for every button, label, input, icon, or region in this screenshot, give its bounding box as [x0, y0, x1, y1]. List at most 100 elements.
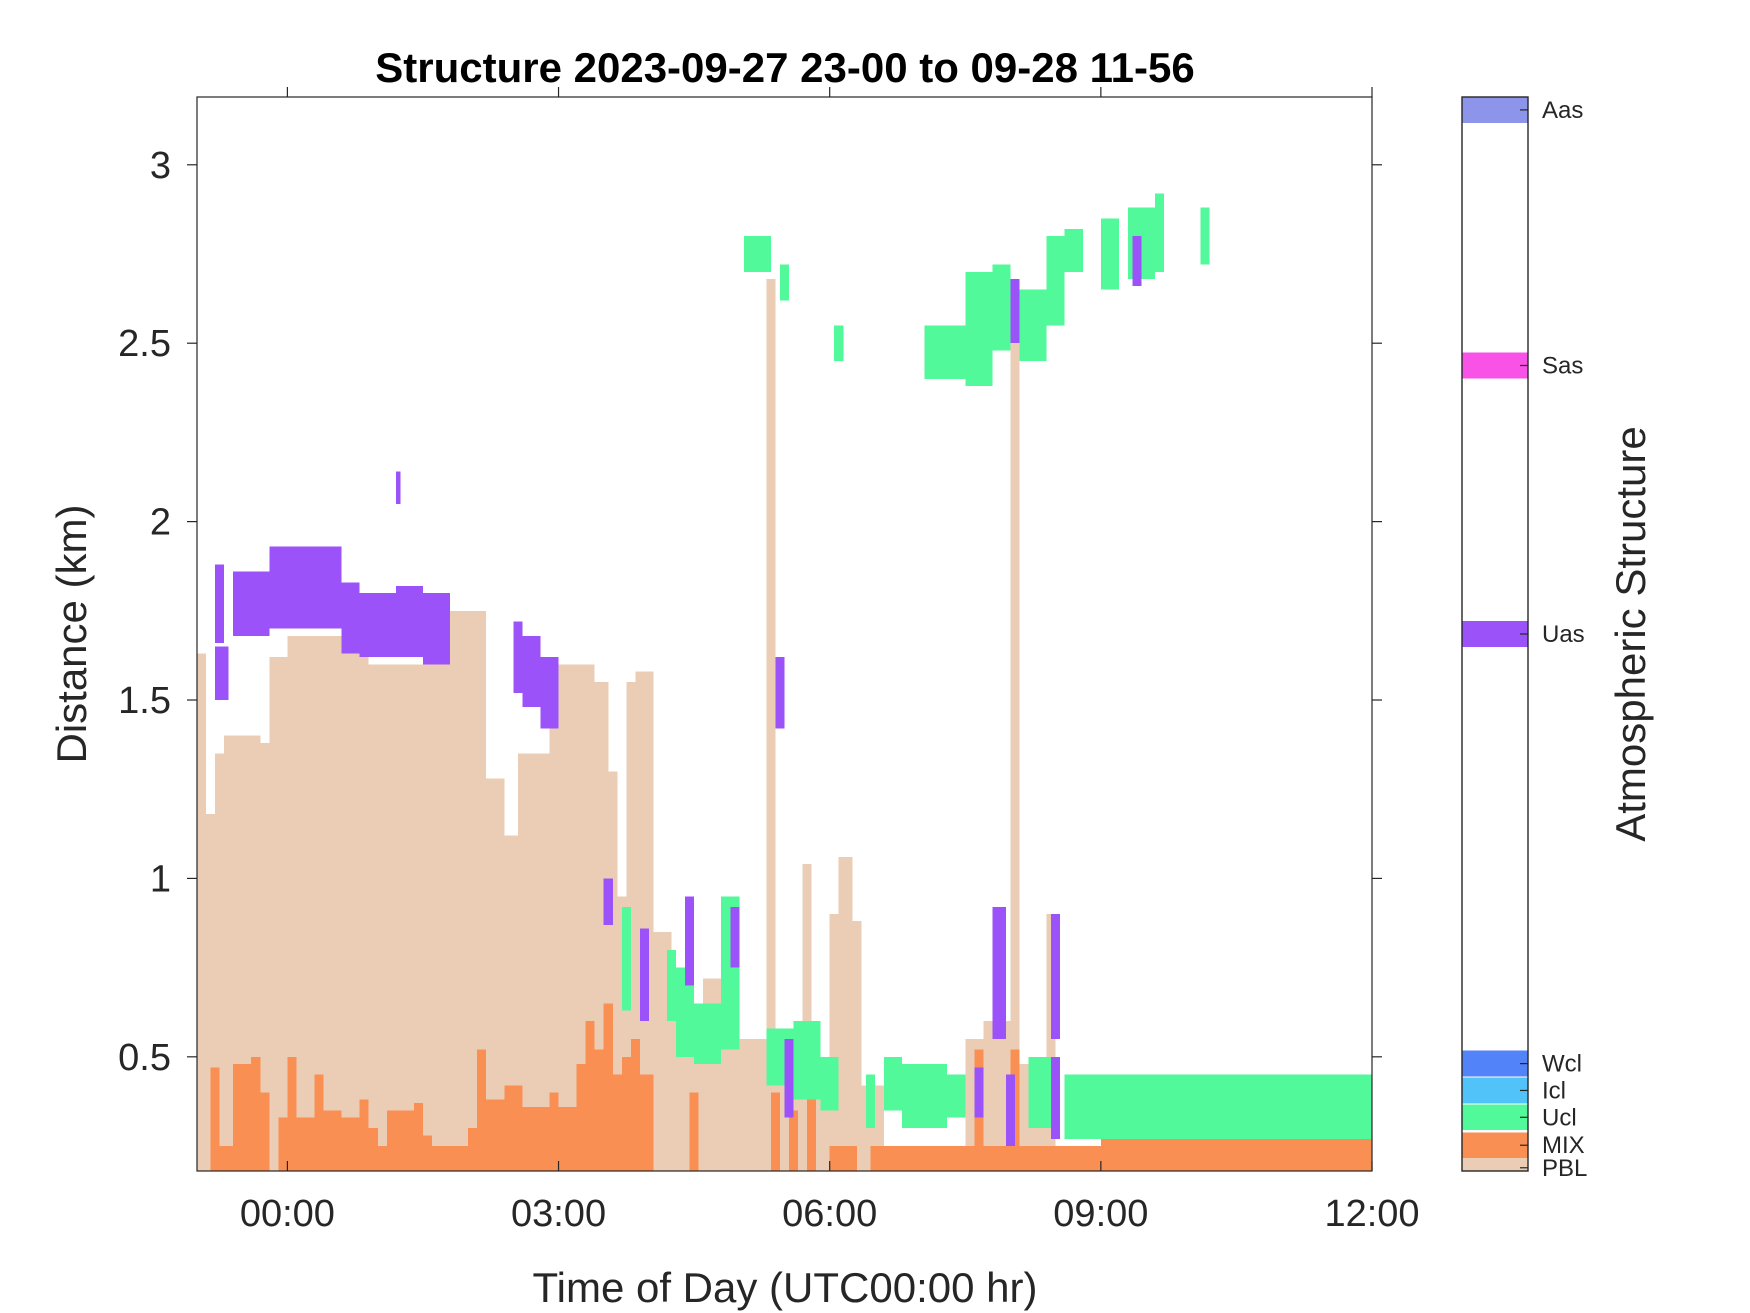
colorbar-label-wcl: Wcl: [1542, 1051, 1582, 1078]
structure-cell-mix: [807, 1099, 817, 1171]
structure-cell-ucl: [865, 1074, 875, 1129]
structure-cell-ucl: [1019, 289, 1047, 362]
structure-cell-pbl: [1046, 914, 1056, 1171]
structure-cell-mix: [603, 1003, 613, 1171]
structure-cell-mix: [770, 1092, 780, 1171]
structure-cell-uas: [1010, 278, 1020, 344]
structure-cell-mix: [377, 1146, 387, 1171]
axis-ticks: 00:00 03:00 06:00 09:00 12:00 0.5 1 1.5 2 2.5 3: [118, 87, 1420, 1235]
structure-cell-uas: [422, 592, 451, 665]
structure-cell-uas: [215, 646, 229, 701]
y-axis-label: Distance (km): [48, 504, 95, 763]
structure-cell-mix: [386, 1110, 396, 1171]
colorbar-label-ucl: Ucl: [1542, 1104, 1577, 1131]
structure-cell-uas: [233, 571, 270, 636]
structure-cell-uas: [1132, 236, 1142, 287]
structure-cell-mix: [432, 1146, 451, 1171]
colorbar-frame: [1461, 96, 1529, 1172]
structure-cell-mix: [829, 1146, 857, 1171]
structure-cell-pbl: [206, 814, 216, 1171]
structure-cell-uas: [603, 878, 613, 925]
colorbar-swatch-aas: [1462, 97, 1528, 123]
plot-area: [197, 193, 1372, 1172]
structure-cell-mix: [359, 1099, 369, 1171]
structure-cell-uas: [1051, 914, 1061, 1039]
structure-cell-ucl: [694, 1003, 722, 1064]
structure-cell-uas: [784, 1038, 794, 1118]
structure-cell-mix: [1100, 1135, 1372, 1171]
structure-cell-uas: [269, 546, 306, 629]
colorbar-label-icl: Icl: [1542, 1077, 1566, 1104]
y-tick-label: 0.5: [118, 1037, 171, 1079]
structure-cell-ucl: [834, 325, 844, 362]
structure-cell-mix: [413, 1103, 423, 1171]
colorbar-swatch-uas: [1462, 621, 1528, 647]
colorbar-swatch-pbl: [1462, 1154, 1528, 1171]
structure-cell-uas: [215, 564, 225, 643]
structure-cell-uas: [992, 906, 1006, 1039]
y-tick-label: 2: [150, 502, 171, 544]
structure-cell-mix: [287, 1056, 297, 1171]
structure-cell-ucl: [1064, 1074, 1372, 1139]
structure-cell-ucl: [779, 264, 790, 301]
structure-cell-mix: [278, 1117, 288, 1171]
structure-cell-mix: [296, 1117, 315, 1171]
structure-cell-mix: [486, 1099, 505, 1171]
structure-cell-mix: [789, 1110, 799, 1171]
structure-cell-mix: [341, 1117, 360, 1171]
structure-cell-ucl: [1064, 229, 1083, 272]
structure-cell-ucl: [924, 325, 966, 379]
structure-cell-pbl: [635, 671, 654, 1171]
structure-cell-uas: [685, 896, 695, 986]
structure-cell-mix: [477, 1049, 487, 1171]
x-tick-label: 06:00: [782, 1193, 877, 1235]
structure-cell-mix: [210, 1067, 220, 1171]
structure-cell-uas: [395, 585, 423, 658]
structure-cell-mix: [251, 1056, 261, 1171]
structure-cell-pbl: [617, 896, 627, 1171]
structure-cell-pbl: [829, 914, 839, 1171]
structure-cell-pbl: [1010, 325, 1020, 1171]
structure-cell-ucl: [820, 1056, 839, 1111]
structure-cell-mix: [450, 1146, 469, 1171]
structure-cell-pbl: [838, 857, 853, 1171]
structure-cell-ucl: [965, 271, 993, 387]
structure-cell-ucl: [1200, 207, 1210, 265]
structure-cell-mix: [219, 1146, 234, 1171]
x-tick-label: 03:00: [511, 1193, 606, 1235]
structure-cell-mix: [233, 1063, 252, 1171]
structure-cell-mix: [522, 1106, 550, 1171]
colorbar-label: Atmospheric Structure: [1607, 426, 1654, 842]
structure-cell-mix: [558, 1106, 577, 1171]
structure-cell-pbl: [260, 742, 270, 1171]
structure-cell-ucl: [883, 1056, 902, 1111]
colorbar-label-sas: Sas: [1542, 353, 1583, 380]
structure-cell-mix: [612, 1074, 622, 1171]
colorbar-label-uas: Uas: [1542, 621, 1585, 648]
structure-cell-pbl: [368, 664, 451, 1171]
structure-cell-uas: [974, 1067, 984, 1118]
colorbar-label-mix: MIX: [1542, 1132, 1585, 1159]
structure-cell-pbl: [341, 653, 369, 1171]
structure-cell-mix: [621, 1056, 631, 1171]
structure-cell-uas: [305, 546, 342, 629]
structure-cell-mix: [630, 1038, 640, 1171]
structure-cell-ucl: [667, 949, 677, 1022]
structure-cell-uas: [639, 928, 649, 1022]
colorbar-swatch-wcl: [1462, 1050, 1528, 1077]
structure-cell-mix: [576, 1063, 586, 1171]
y-tick-label: 1.5: [118, 680, 171, 722]
structure-cell-ucl: [676, 967, 695, 1057]
structure-cell-pbl: [197, 653, 207, 1171]
y-tick-label: 1: [150, 858, 171, 900]
structure-cell-mix: [639, 1074, 654, 1171]
structure-cell-mix: [314, 1074, 324, 1171]
structure-cell-mix: [504, 1085, 523, 1171]
colorbar-swatch-icl: [1462, 1077, 1528, 1104]
colorbar-swatch-mix: [1462, 1132, 1528, 1159]
x-tick-label: 00:00: [240, 1193, 335, 1235]
structure-cell-uas: [540, 657, 559, 729]
y-tick-label: 3: [150, 145, 171, 187]
colorbar-label-pbl: PBL: [1542, 1155, 1587, 1182]
